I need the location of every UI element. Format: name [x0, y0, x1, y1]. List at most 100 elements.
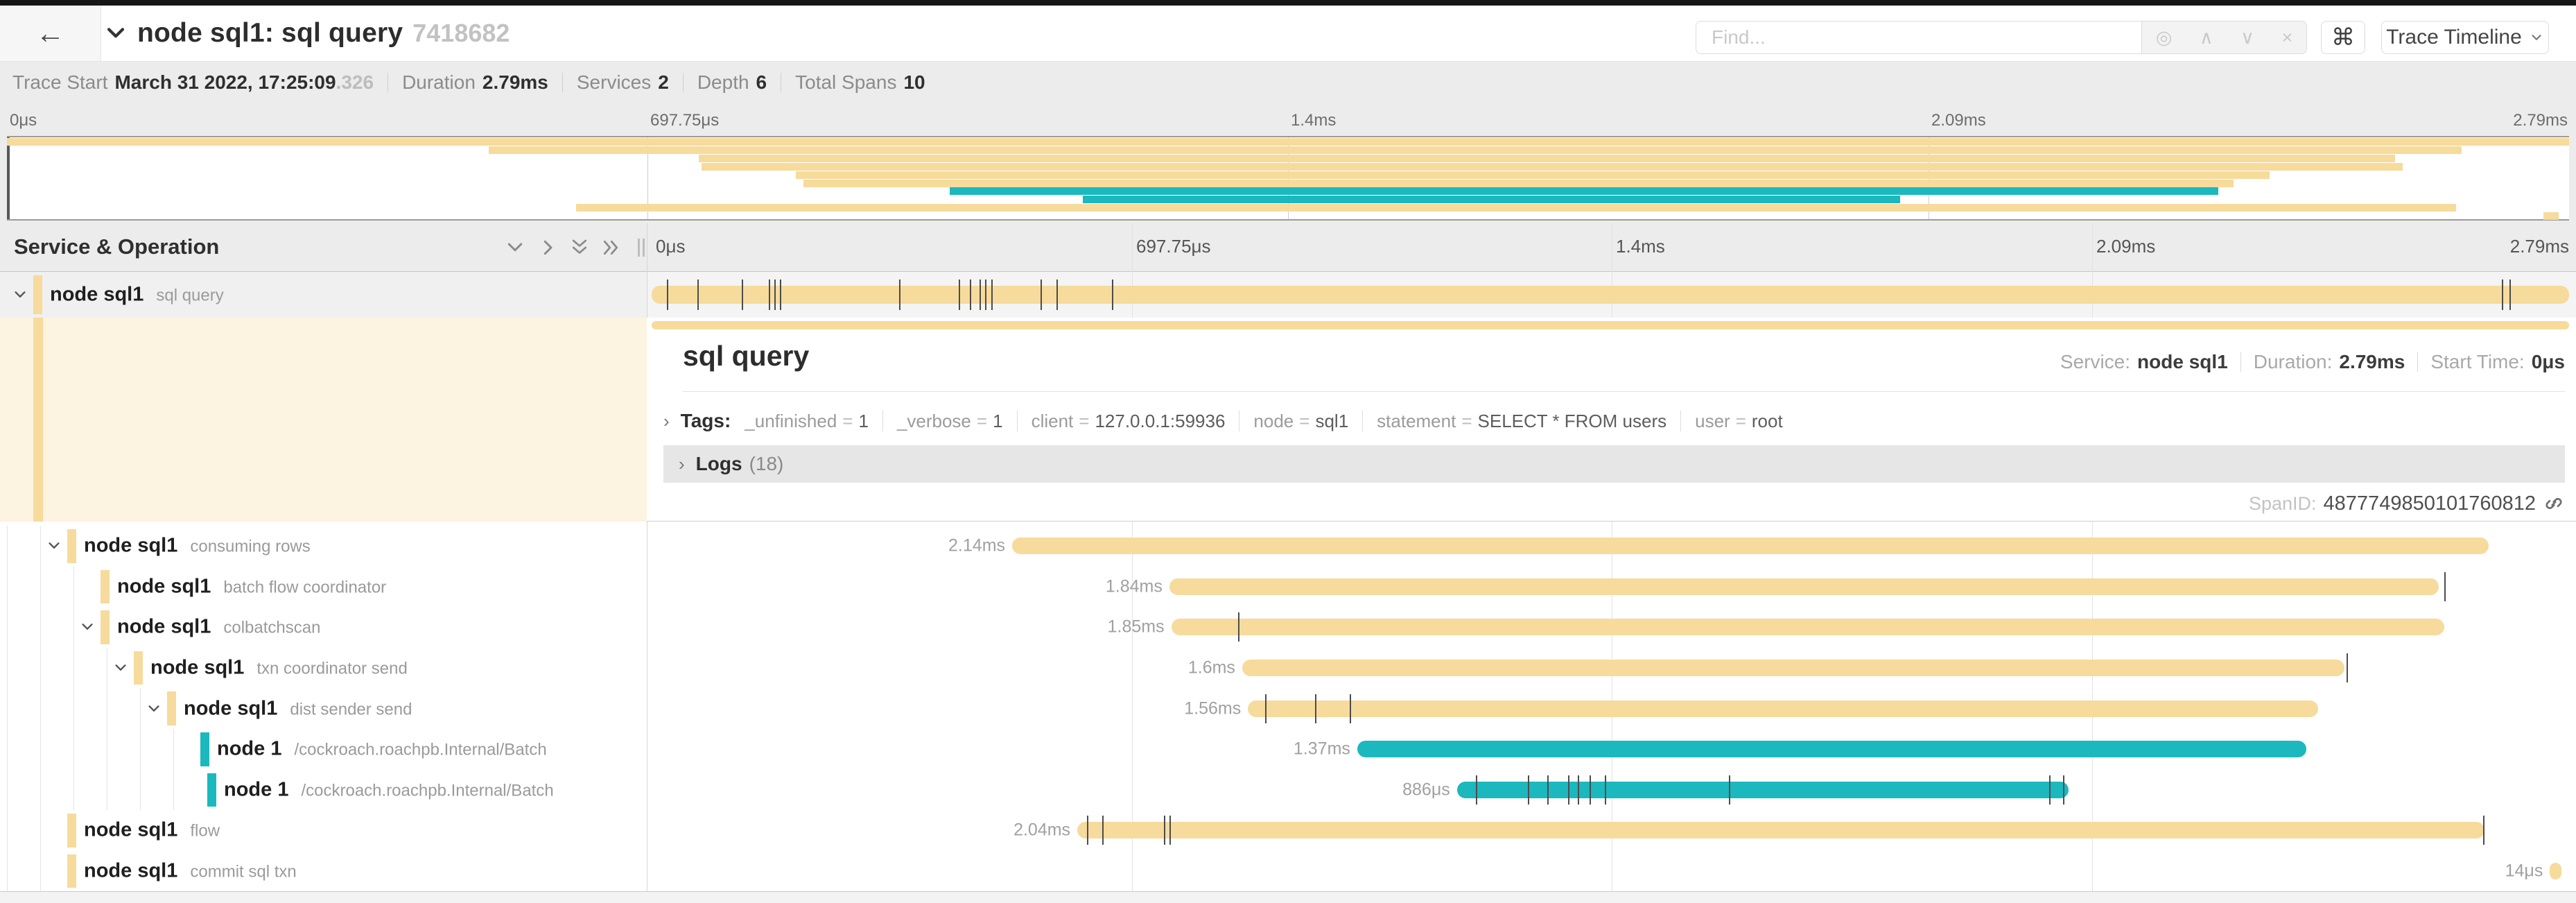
separator: [682, 72, 684, 92]
span-service-name: node sql1: [150, 656, 245, 679]
find-box[interactable]: [1696, 21, 2141, 54]
span-tree-row[interactable]: node sql1 commit sql txn: [0, 850, 647, 891]
span-row-text: node sql1 batch flow coordinator: [117, 575, 386, 598]
minimap-span-bar: [698, 154, 2395, 162]
span-operation-name: commit sql txn: [190, 862, 297, 882]
tree-guide: [73, 688, 74, 729]
tags-accordion[interactable]: › Tags: _unfinished = 1 _verbose = 1 client = 12…: [663, 402, 2565, 440]
span-duration-bar[interactable]: [1169, 578, 2439, 595]
prev-result-icon[interactable]: ∧: [2199, 26, 2213, 48]
span-log-tick: [898, 280, 900, 310]
locate-icon[interactable]: ◎: [2155, 26, 2173, 48]
span-log-tick: [1315, 694, 1317, 723]
span-tree-row[interactable]: node sql1 txn coordinator send: [0, 647, 647, 689]
timeline-ruler-label: 0μs: [656, 236, 686, 257]
span-duration-label: 1.84ms: [1105, 576, 1163, 596]
trace-info-value: March 31 2022, 17:25:09: [114, 71, 336, 93]
timeline-gridline: [1132, 223, 1133, 891]
trace-info-item: Duration 2.79ms: [402, 71, 548, 94]
trace-title-group: node sql1: sql query 7418682: [104, 6, 510, 61]
span-bar-row[interactable]: 886μs: [652, 770, 2569, 811]
span-bar-row[interactable]: 1.56ms: [652, 688, 2569, 729]
tree-guide: [7, 607, 8, 648]
span-log-tick: [1568, 775, 1570, 805]
command-icon: ⌘: [2331, 24, 2355, 51]
span-tree-row[interactable]: node sql1 dist sender send: [0, 688, 647, 729]
span-id-row: SpanID: 4877749850101760812: [2249, 490, 2565, 517]
span-tree-row[interactable]: node sql1 colbatchscan: [0, 607, 647, 648]
span-duration-bar[interactable]: [1242, 660, 2345, 677]
span-duration-bar[interactable]: [1077, 822, 2485, 839]
span-expander-chevron-icon[interactable]: [12, 287, 28, 302]
minimap-canvas[interactable]: [7, 136, 2569, 221]
timeline-minimap: 0μs 697.75μs 1.4ms 2.09ms 2.79ms: [0, 103, 2576, 223]
expand-all-icon[interactable]: [600, 237, 621, 258]
back-button[interactable]: ←: [0, 6, 101, 61]
span-row-text: node sql1 txn coordinator send: [150, 657, 408, 680]
tree-guide: [7, 647, 8, 689]
span-bar-row[interactable]: 1.84ms: [652, 567, 2569, 608]
span-expander-chevron-icon[interactable]: [113, 660, 128, 676]
span-bar-row[interactable]: 1.37ms: [652, 729, 2569, 770]
span-duration-label: 1.6ms: [1187, 657, 1235, 678]
span-duration-label: 2.04ms: [1013, 820, 1071, 840]
trace-timeline-dropdown[interactable]: Trace Timeline: [2381, 21, 2549, 54]
span-duration-bar[interactable]: [1357, 741, 2307, 758]
find-input[interactable]: [1696, 22, 2141, 53]
span-duration-bar[interactable]: [1248, 700, 2318, 717]
logs-accordion[interactable]: › Logs (18): [663, 445, 2565, 483]
next-result-icon[interactable]: ∨: [2240, 26, 2254, 48]
span-id-label: SpanID:: [2248, 492, 2317, 514]
tag-equals: =: [1461, 410, 1472, 431]
span-bar-row[interactable]: 14μs: [652, 851, 2569, 891]
span-log-tick: [1238, 612, 1240, 642]
tag-key: statement: [1377, 410, 1456, 431]
expand-one-icon[interactable]: [537, 237, 558, 258]
span-log-tick: [2347, 653, 2349, 683]
minimap-span-bar: [2543, 212, 2559, 221]
minimap-ruler: 0μs 697.75μs 1.4ms 2.09ms 2.79ms: [0, 107, 2576, 135]
detail-meta-value: 0μs: [2531, 351, 2565, 372]
span-expander-chevron-icon[interactable]: [46, 538, 62, 553]
span-bar-row[interactable]: 2.14ms: [652, 526, 2569, 567]
span-log-tick: [1604, 775, 1606, 805]
span-tree-row[interactable]: node 1/cockroach.roachpb.Internal/Batch: [0, 729, 647, 770]
span-duration-bar[interactable]: [1171, 619, 2445, 636]
span-color-accent: [67, 529, 76, 563]
trace-info-item: Services 2: [577, 71, 669, 94]
span-tree-row[interactable]: node sql1 batch flow coordinator: [0, 566, 647, 608]
span-tree-row[interactable]: node sql1 flow: [0, 810, 647, 851]
tree-guide: [7, 850, 8, 891]
span-bar-row[interactable]: 1.85ms: [652, 607, 2569, 648]
separator: [1362, 411, 1364, 431]
span-tree-row[interactable]: node sql1 consuming rows: [0, 526, 647, 567]
span-duration-bar[interactable]: [1012, 538, 2489, 555]
span-bar-row[interactable]: 1.6ms: [652, 648, 2569, 689]
collapse-all-icon[interactable]: [569, 237, 590, 258]
span-duration-bar[interactable]: [2550, 863, 2561, 880]
span-duration-bar[interactable]: [1456, 781, 2069, 798]
span-bar-row[interactable]: 2.04ms: [652, 810, 2569, 851]
span-duration-bar[interactable]: [652, 286, 2569, 304]
collapse-title-chevron-icon[interactable]: [104, 22, 128, 45]
span-bar-row[interactable]: [652, 272, 2569, 318]
logs-label: Logs: [695, 453, 742, 474]
span-log-tick: [958, 280, 960, 310]
span-tree-row[interactable]: node 1/cockroach.roachpb.Internal/Batch: [0, 769, 647, 811]
column-resizer[interactable]: [635, 237, 647, 258]
tag-item: statement = SELECT * FROM users: [1377, 411, 1666, 432]
tag-key: _verbose: [896, 410, 971, 431]
span-operation-name: flow: [190, 821, 220, 841]
timeline-column-header: Service & Operation 0μs 697.75μs 1.4ms 2.09…: [0, 223, 2576, 272]
collapse-one-icon[interactable]: [505, 237, 525, 258]
keyboard-shortcuts-button[interactable]: ⌘: [2321, 21, 2365, 54]
minimap-scrubber-handle[interactable]: [7, 137, 10, 219]
span-tree-row[interactable]: node sql1 sql query: [0, 272, 647, 318]
clear-search-icon[interactable]: ×: [2281, 26, 2293, 48]
link-icon[interactable]: [2543, 492, 2565, 515]
span-expander-chevron-icon[interactable]: [80, 619, 95, 635]
tree-guide: [7, 729, 8, 770]
trace-info-value: 6: [756, 71, 767, 93]
span-expander-chevron-icon[interactable]: [146, 701, 162, 716]
tree-guide: [7, 810, 8, 851]
